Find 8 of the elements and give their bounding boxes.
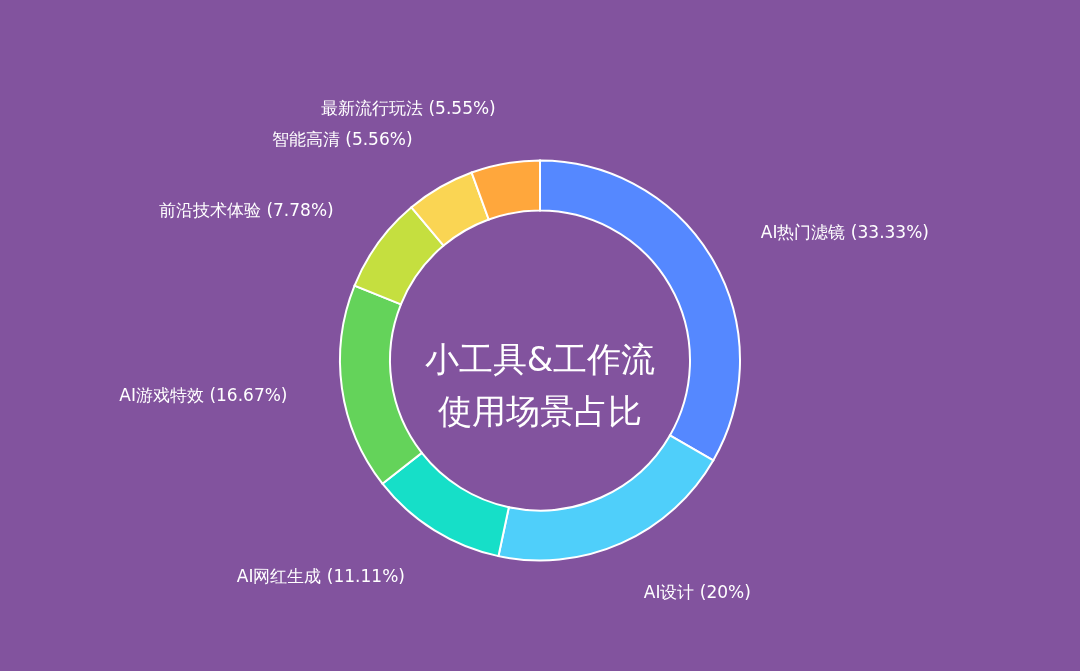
slice-label: AI游戏特效 (16.67%) (119, 385, 288, 406)
slice-label: 前沿技术体验 (7.78%) (159, 199, 334, 220)
slice-label: 最新流行玩法 (5.55%) (321, 98, 496, 119)
text: 小工具&工作流使用场景占比 (424, 338, 656, 431)
slice-label: AI热门滤镜 (33.33%) (760, 221, 929, 242)
slice-label: AI网红生成 (11.11%) (236, 565, 405, 586)
slice-label: 智能高清 (5.56%) (271, 128, 413, 149)
slice-label: AI设计 (20%) (643, 582, 751, 603)
